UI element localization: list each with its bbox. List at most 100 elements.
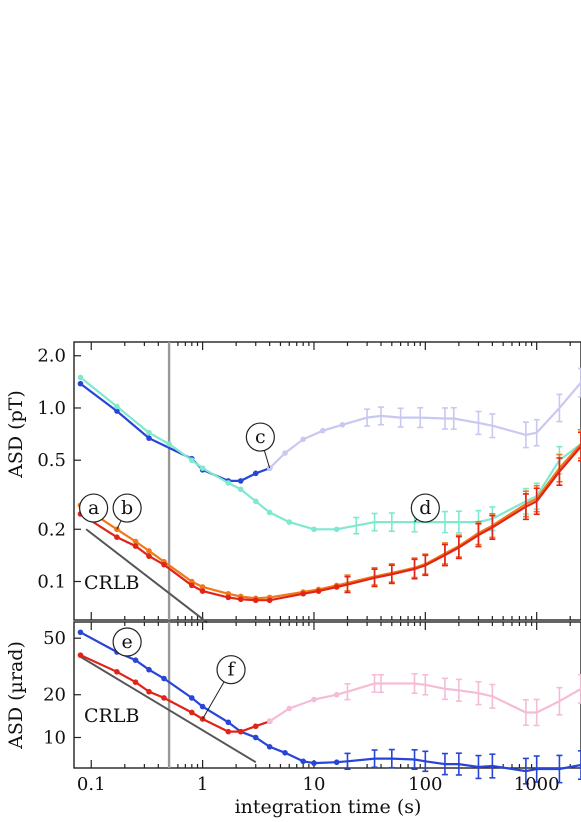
bottom-data-point [146, 688, 152, 695]
bottom-data-point [333, 691, 340, 698]
bottom-data-point [282, 750, 288, 756]
bottom-data-point [146, 666, 152, 673]
top-crlb-label: CRLB [84, 572, 139, 594]
bottom-y-tick-label: 10 [43, 727, 66, 748]
top-data-point [225, 480, 232, 486]
bottom-data-point [333, 759, 340, 766]
top-y-tick-label: 1.0 [37, 398, 66, 419]
bottom-data-point [311, 696, 317, 703]
top-series-c-line [79, 382, 271, 482]
bottom-data-point [114, 669, 120, 675]
top-data-point [266, 597, 273, 604]
top-y-tick-label: 0.5 [37, 450, 66, 471]
bottom-data-point [161, 675, 167, 682]
top-data-point [114, 403, 120, 410]
top-y-tick-label: 0.2 [37, 519, 66, 540]
annotation-a-circle [79, 493, 109, 523]
top-data-point [266, 509, 273, 516]
top-data-point [146, 553, 152, 559]
top-data-point [282, 450, 288, 456]
x-tick-label: 1 [197, 774, 208, 795]
bottom-data-point [300, 758, 306, 765]
bottom-series-e-line [79, 631, 581, 773]
bottom-data-point [132, 657, 139, 663]
bottom-data-point [189, 695, 195, 701]
top-data-point [199, 584, 206, 590]
bottom-crlb-line [79, 655, 257, 764]
annotation-f-circle [216, 655, 246, 685]
top-data-point [252, 597, 259, 604]
top-data-point [286, 519, 293, 525]
top-data-point [114, 534, 120, 541]
top-y-axis-title: ASD (pT) [5, 390, 27, 479]
top-data-point [339, 421, 346, 428]
top-data-point [132, 543, 139, 549]
bottom-y-tick-label: 20 [43, 685, 66, 706]
annotation-d-label: d [419, 497, 431, 519]
top-data-point [146, 429, 152, 436]
top-data-point [161, 561, 167, 568]
x-tick-label: 1000 [514, 774, 560, 795]
bottom-data-point [225, 719, 232, 726]
top-data-point [266, 465, 273, 471]
annotation-b-leader [116, 520, 122, 530]
top-data-point [252, 470, 259, 477]
top-data-point [225, 594, 232, 601]
bottom-crlb-label: CRLB [84, 705, 139, 727]
top-data-point [199, 588, 206, 594]
annotation-a-label: a [88, 497, 99, 519]
top-series-d-line [79, 376, 581, 531]
top-data-point [77, 380, 84, 387]
x-tick-label: 0.1 [77, 774, 106, 795]
x-tick-label: 100 [408, 774, 442, 795]
top-data-point [189, 582, 195, 589]
annotation-c-leader [263, 450, 271, 469]
annotation-d-circle [410, 493, 440, 523]
bottom-plot-frame [73, 621, 581, 769]
top-data-point [252, 498, 259, 505]
x-axis-title: integration time (s) [235, 796, 422, 818]
bottom-data-point [189, 709, 195, 716]
bottom-data-point [266, 744, 273, 750]
bottom-data-point [286, 705, 293, 712]
top-plot-frame [73, 341, 581, 621]
annotation-c-label: c [255, 426, 266, 448]
annotation-e-label: e [122, 631, 133, 653]
annotation-b-label: b [121, 497, 133, 519]
top-y-tick-label: 0.1 [37, 572, 66, 593]
top-data-point [146, 548, 152, 554]
bottom-panel: 50 20 10 e f [43, 621, 581, 785]
bottom-data-point [266, 718, 273, 725]
annotation-d-leader [414, 518, 418, 523]
annotation-b-circle [112, 493, 142, 523]
bottom-data-point [252, 723, 259, 730]
bottom-data-point [237, 728, 244, 735]
annotation-f-leader [202, 681, 225, 720]
bottom-data-point [161, 695, 167, 701]
top-data-point [199, 465, 206, 471]
top-data-point [237, 486, 244, 493]
bottom-data-point [311, 760, 317, 766]
top-data-point [77, 374, 84, 381]
annotation-f-label: f [228, 659, 237, 681]
top-series-c-line [268, 381, 581, 469]
top-data-point [319, 427, 326, 434]
top-data-point [300, 590, 306, 597]
bottom-y-tick-label: 50 [43, 628, 66, 649]
top-data-point [311, 526, 317, 533]
top-data-point [333, 526, 340, 533]
top-data-point [189, 457, 195, 464]
bottom-data-point [252, 734, 259, 741]
bottom-y-axis-title: ASD (µrad) [5, 641, 27, 750]
bottom-data-point [77, 652, 84, 658]
top-data-point [237, 596, 244, 603]
top-data-point [315, 588, 322, 594]
top-data-point [132, 538, 139, 545]
x-axis: 0.1 1 10 100 1000 [77, 774, 560, 795]
top-data-point [333, 584, 340, 590]
top-data-point [300, 436, 306, 443]
top-crlb-line [85, 528, 208, 624]
annotation-c-circle [245, 422, 275, 452]
top-series-a-line [79, 445, 581, 602]
